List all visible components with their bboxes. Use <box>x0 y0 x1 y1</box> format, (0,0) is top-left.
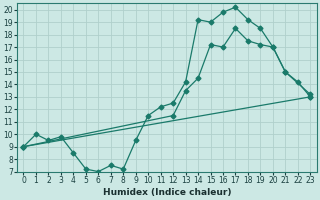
X-axis label: Humidex (Indice chaleur): Humidex (Indice chaleur) <box>103 188 231 197</box>
